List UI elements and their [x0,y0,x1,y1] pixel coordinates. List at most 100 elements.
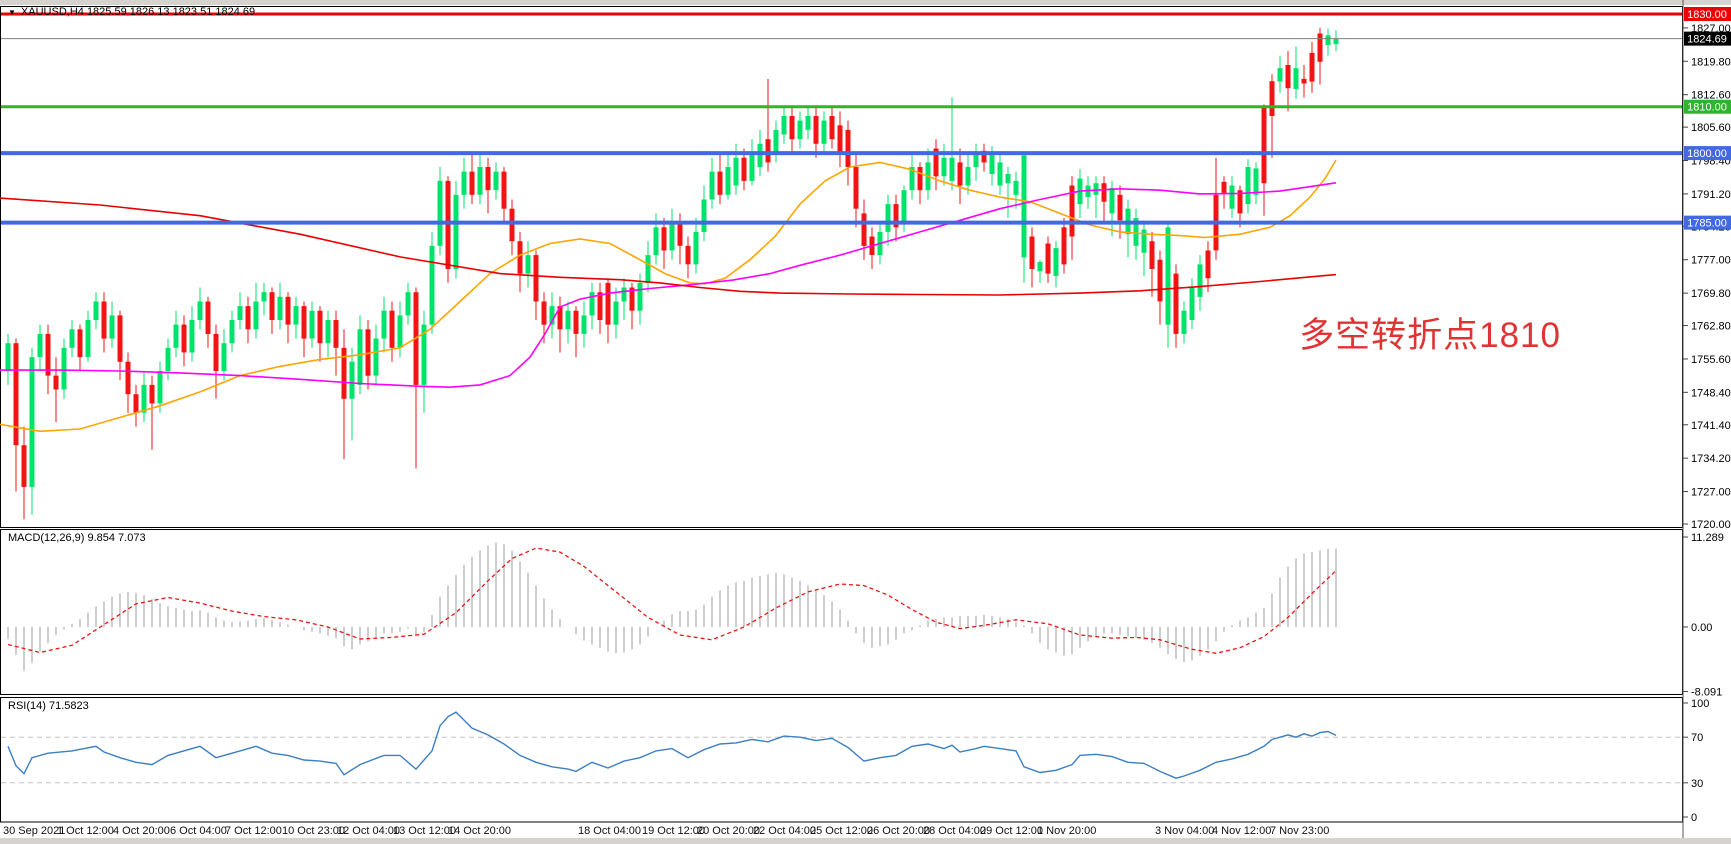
candle-body [669,222,675,251]
candle-body [325,320,331,344]
candle-body [549,306,555,325]
rsi-axis-label: 0 [1691,812,1697,824]
candle-body [285,296,291,325]
window-top-strip [0,0,1731,5]
candle-body [917,167,923,191]
time-label: 3 Nov 04:00 [1155,825,1214,837]
candle-body [5,343,11,371]
time-label: 30 Sep 2021 [3,825,65,837]
candle-body [637,282,643,311]
candle-body [813,116,819,144]
candle-body [1117,194,1123,221]
macd-signal-line [7,547,1337,654]
candle-body [1133,218,1139,246]
candle-body [1269,81,1275,116]
candle-body [53,375,59,390]
candle-body [293,306,299,325]
candle-body [1069,185,1075,237]
candle-body [389,310,395,348]
macd-panel[interactable] [0,529,1683,695]
candle-body [1221,181,1227,193]
candle-body [1261,106,1267,184]
symbol-dropdown-icon[interactable]: ▼ [8,7,16,17]
time-label: 7 Nov 23:00 [1270,825,1329,837]
candles[interactable] [5,27,1339,520]
candle-body [1037,262,1043,272]
candle-body [1093,183,1099,195]
candle-body [717,171,723,195]
time-label: 28 Oct 04:00 [923,825,986,837]
candle-body [541,301,547,325]
candle-body [373,338,379,376]
time-label: 4 Nov 12:00 [1212,825,1271,837]
candle-body [1325,35,1331,45]
candle-body [1245,167,1251,205]
candle-body [957,162,963,186]
price-tick-label: 1812.60 [1691,90,1731,102]
time-label: 22 Oct 04:00 [753,825,816,837]
candle-body [309,310,315,339]
time-label: 19 Oct 12:00 [642,825,705,837]
time-label: 4 Oct 20:00 [113,825,170,837]
candle-body [741,157,747,181]
candle-body [805,116,811,130]
candle-body [1157,259,1163,302]
symbol-ohlc-text: XAUUSD,H4 1825.59 1826.13 1823.51 1824.6… [20,6,256,18]
candle-body [1293,68,1299,90]
candle-body [437,180,443,246]
time-label: 12 Oct 04:00 [337,825,400,837]
price-flag [1684,31,1731,46]
candle-body [757,143,763,167]
candle-body [1285,65,1291,89]
candle-body [1309,52,1315,82]
time-label: 14 Oct 20:00 [448,825,511,837]
chart-annotation-text[interactable]: 多空转折点1810 [1299,316,1561,355]
candle-body [573,310,579,334]
candle-body [909,167,915,191]
candle-body [597,292,603,320]
candle-body [237,306,243,320]
candle-body [837,125,843,154]
candle-body [1061,227,1067,265]
candle-body [677,222,683,246]
ma-magenta-line [0,182,1337,389]
time-label: 10 Oct 23:00 [282,825,345,837]
candle-body [941,157,947,177]
rsi-plot [1,711,1682,784]
candle-body [989,153,995,174]
time-label: 29 Oct 12:00 [980,825,1043,837]
time-label: 1 Oct 12:00 [57,825,114,837]
price-tick-label: 1720.00 [1691,519,1731,531]
price-axis[interactable]: 1827.001819.801812.601805.601798.401791.… [1683,23,1731,824]
candle-body [141,384,147,413]
candle-body [773,129,779,154]
candle-body [397,315,403,348]
candle-body [213,333,219,371]
candle-body [1029,236,1035,269]
candle-body [1229,185,1235,209]
rsi-panel[interactable] [0,697,1683,823]
candle-body [1053,248,1059,276]
candle-body [461,171,467,195]
candle-body [253,301,259,330]
candle-body [117,315,123,362]
candle-body [1141,229,1147,253]
candle-body [765,139,771,163]
candle-body [77,329,83,358]
time-label: 20 Oct 20:00 [697,825,760,837]
candle-body [429,245,435,325]
candle-body [333,320,339,348]
main-price-panel[interactable] [0,6,1683,528]
candle-body [349,361,355,399]
candle-body [1205,250,1211,279]
candle-body [789,116,795,140]
candle-body [477,167,483,195]
candle-body [581,315,587,334]
candle-body [157,371,163,404]
symbol-info-bar: ▼ XAUUSD,H4 1825.59 1826.13 1823.51 1824… [8,6,255,18]
price-tick-label: 1734.20 [1691,453,1731,465]
candle-body [1189,287,1195,320]
candle-body [973,153,979,167]
